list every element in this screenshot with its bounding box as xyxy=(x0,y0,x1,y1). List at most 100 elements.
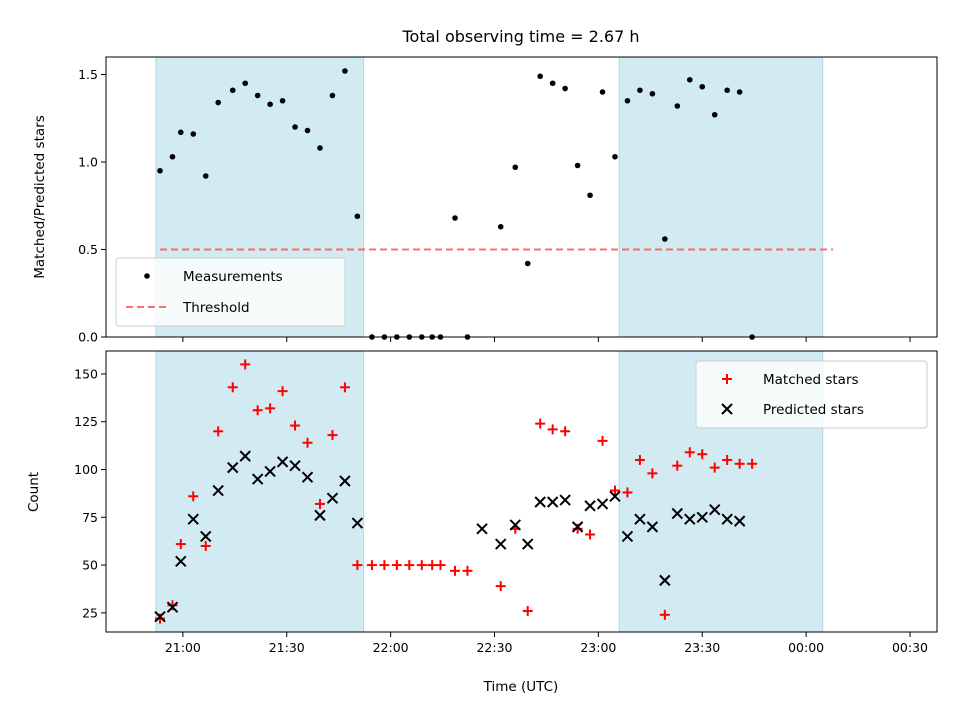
predicted-stars-point xyxy=(534,496,546,508)
bottom-y-tick-label: 50 xyxy=(82,558,98,573)
predicted-stars-point-b xyxy=(546,496,559,508)
measurement-point xyxy=(524,260,531,267)
measurement-point xyxy=(587,192,593,199)
predicted-stars-point-b xyxy=(659,574,671,587)
top-y-axis-label: Matched/Predicted stars xyxy=(32,115,48,278)
measurement-point xyxy=(711,111,718,118)
x-axis-label: Time (UTC) xyxy=(483,679,559,695)
matched-stars-point xyxy=(585,529,596,540)
predicted-stars-point xyxy=(289,459,301,472)
bottom-panel: 21:00 21:30 22:00 22:30 23:00 23:30 00:00 00:30… xyxy=(26,350,938,695)
matched-stars-point xyxy=(302,437,313,448)
predicted-stars-point xyxy=(187,513,199,525)
predicted-stars-point xyxy=(166,601,179,613)
predicted-stars-point-b xyxy=(227,461,239,474)
predicted-stars-point xyxy=(584,500,596,512)
top-span-1 xyxy=(618,56,824,338)
predicted-stars-point xyxy=(659,574,671,587)
predicted-stars-point xyxy=(227,461,239,474)
predicted-stars-point xyxy=(495,538,507,550)
predicted-stars-point-b xyxy=(495,538,507,550)
predicted-stars-point xyxy=(684,513,696,525)
predicted-stars-point xyxy=(596,498,609,510)
matched-stars-point xyxy=(647,468,658,479)
x-tick-label: 00:30 xyxy=(892,640,928,655)
predicted-stars-point-b xyxy=(314,509,326,522)
measurement-point xyxy=(537,73,543,80)
predicted-stars-point-b xyxy=(634,513,646,525)
predicted-stars-point xyxy=(609,490,621,502)
matched-stars-point xyxy=(659,609,670,620)
measurement-point xyxy=(736,89,743,95)
matched-stars-point xyxy=(200,540,211,551)
matched-stars-point xyxy=(597,435,608,446)
measurement-point xyxy=(574,162,581,169)
matched-stars-point xyxy=(560,426,571,437)
predicted-stars-point-b xyxy=(596,498,609,510)
measurement-point xyxy=(279,97,286,104)
predicted-stars-point-b xyxy=(584,500,596,512)
matched-stars-point xyxy=(379,560,390,571)
top-y-tick-label: 0.5 xyxy=(78,242,98,257)
matched-stars-point xyxy=(609,485,620,496)
x-tick-label: 22:00 xyxy=(373,640,409,655)
predicted-stars-point xyxy=(571,521,584,533)
predicted-stars-point xyxy=(696,511,708,524)
legend-predicted-label: Predicted stars xyxy=(763,402,864,418)
measurement-point xyxy=(612,153,618,160)
predicted-stars-point xyxy=(251,473,264,485)
measurement-point xyxy=(724,87,730,94)
top-y-tick-label: 0.0 xyxy=(78,330,98,345)
top-y-tick-label: 1.5 xyxy=(78,67,98,82)
predicted-stars-point xyxy=(559,494,571,506)
matched-stars-point xyxy=(167,600,178,611)
predicted-stars-point-b xyxy=(646,521,659,533)
measurement-point xyxy=(649,90,656,97)
chart-title: Total observing time = 2.67 h xyxy=(401,27,639,46)
matched-stars-point xyxy=(290,420,301,431)
measurement-point xyxy=(317,145,323,151)
matched-stars-point xyxy=(213,426,224,437)
predicted-stars-point xyxy=(301,471,314,483)
bottom-y-tick-label: 100 xyxy=(74,462,98,477)
measurement-point xyxy=(662,236,668,242)
predicted-stars-point xyxy=(339,475,351,487)
bottom-y-tick-label: 125 xyxy=(74,414,98,429)
top-legend-box xyxy=(115,257,346,327)
predicted-stars-point-b xyxy=(301,471,314,483)
matched-stars-point xyxy=(391,560,402,571)
top-panel: 0.0 0.5 1.0 1.5 Matched/Predicted stars Mea… xyxy=(32,56,938,345)
matched-stars-point xyxy=(277,386,288,397)
matched-stars-point xyxy=(462,565,473,576)
predicted-stars-point xyxy=(264,465,276,478)
predicted-stars-point xyxy=(351,517,364,529)
measurement-point xyxy=(699,83,706,90)
matched-stars-point xyxy=(709,462,720,473)
measurement-point xyxy=(304,127,311,134)
predicted-stars-point-b xyxy=(289,459,301,472)
predicted-stars-point-b xyxy=(609,490,621,502)
measurement-point xyxy=(512,164,519,171)
predicted-stars-point-b xyxy=(559,494,571,506)
predicted-stars-point xyxy=(671,507,684,520)
measurement-point xyxy=(686,76,693,83)
predicted-stars-point-b xyxy=(733,515,746,527)
predicted-stars-point-b xyxy=(684,513,696,525)
predicted-stars-point-b xyxy=(671,507,684,520)
top-legend: Measurements Threshold xyxy=(115,257,346,327)
top-y-tick-label: 1.0 xyxy=(78,155,98,170)
matched-stars-point xyxy=(366,560,377,571)
predicted-stars-point xyxy=(621,530,634,543)
measurement-point xyxy=(177,129,184,136)
measurement-point xyxy=(254,92,261,99)
predicted-stars-point-b xyxy=(339,475,351,487)
bottom-y-axis-label: Count xyxy=(26,472,42,512)
measurement-point xyxy=(267,101,273,108)
measurement-point xyxy=(599,89,606,95)
x-tick-label: 23:00 xyxy=(580,640,616,655)
matched-stars-point xyxy=(252,405,263,416)
predicted-stars-point-b xyxy=(200,530,212,543)
predicted-stars-point xyxy=(733,515,746,527)
predicted-stars-point-b xyxy=(721,513,733,525)
legend-measurements-label: Measurements xyxy=(183,269,283,285)
